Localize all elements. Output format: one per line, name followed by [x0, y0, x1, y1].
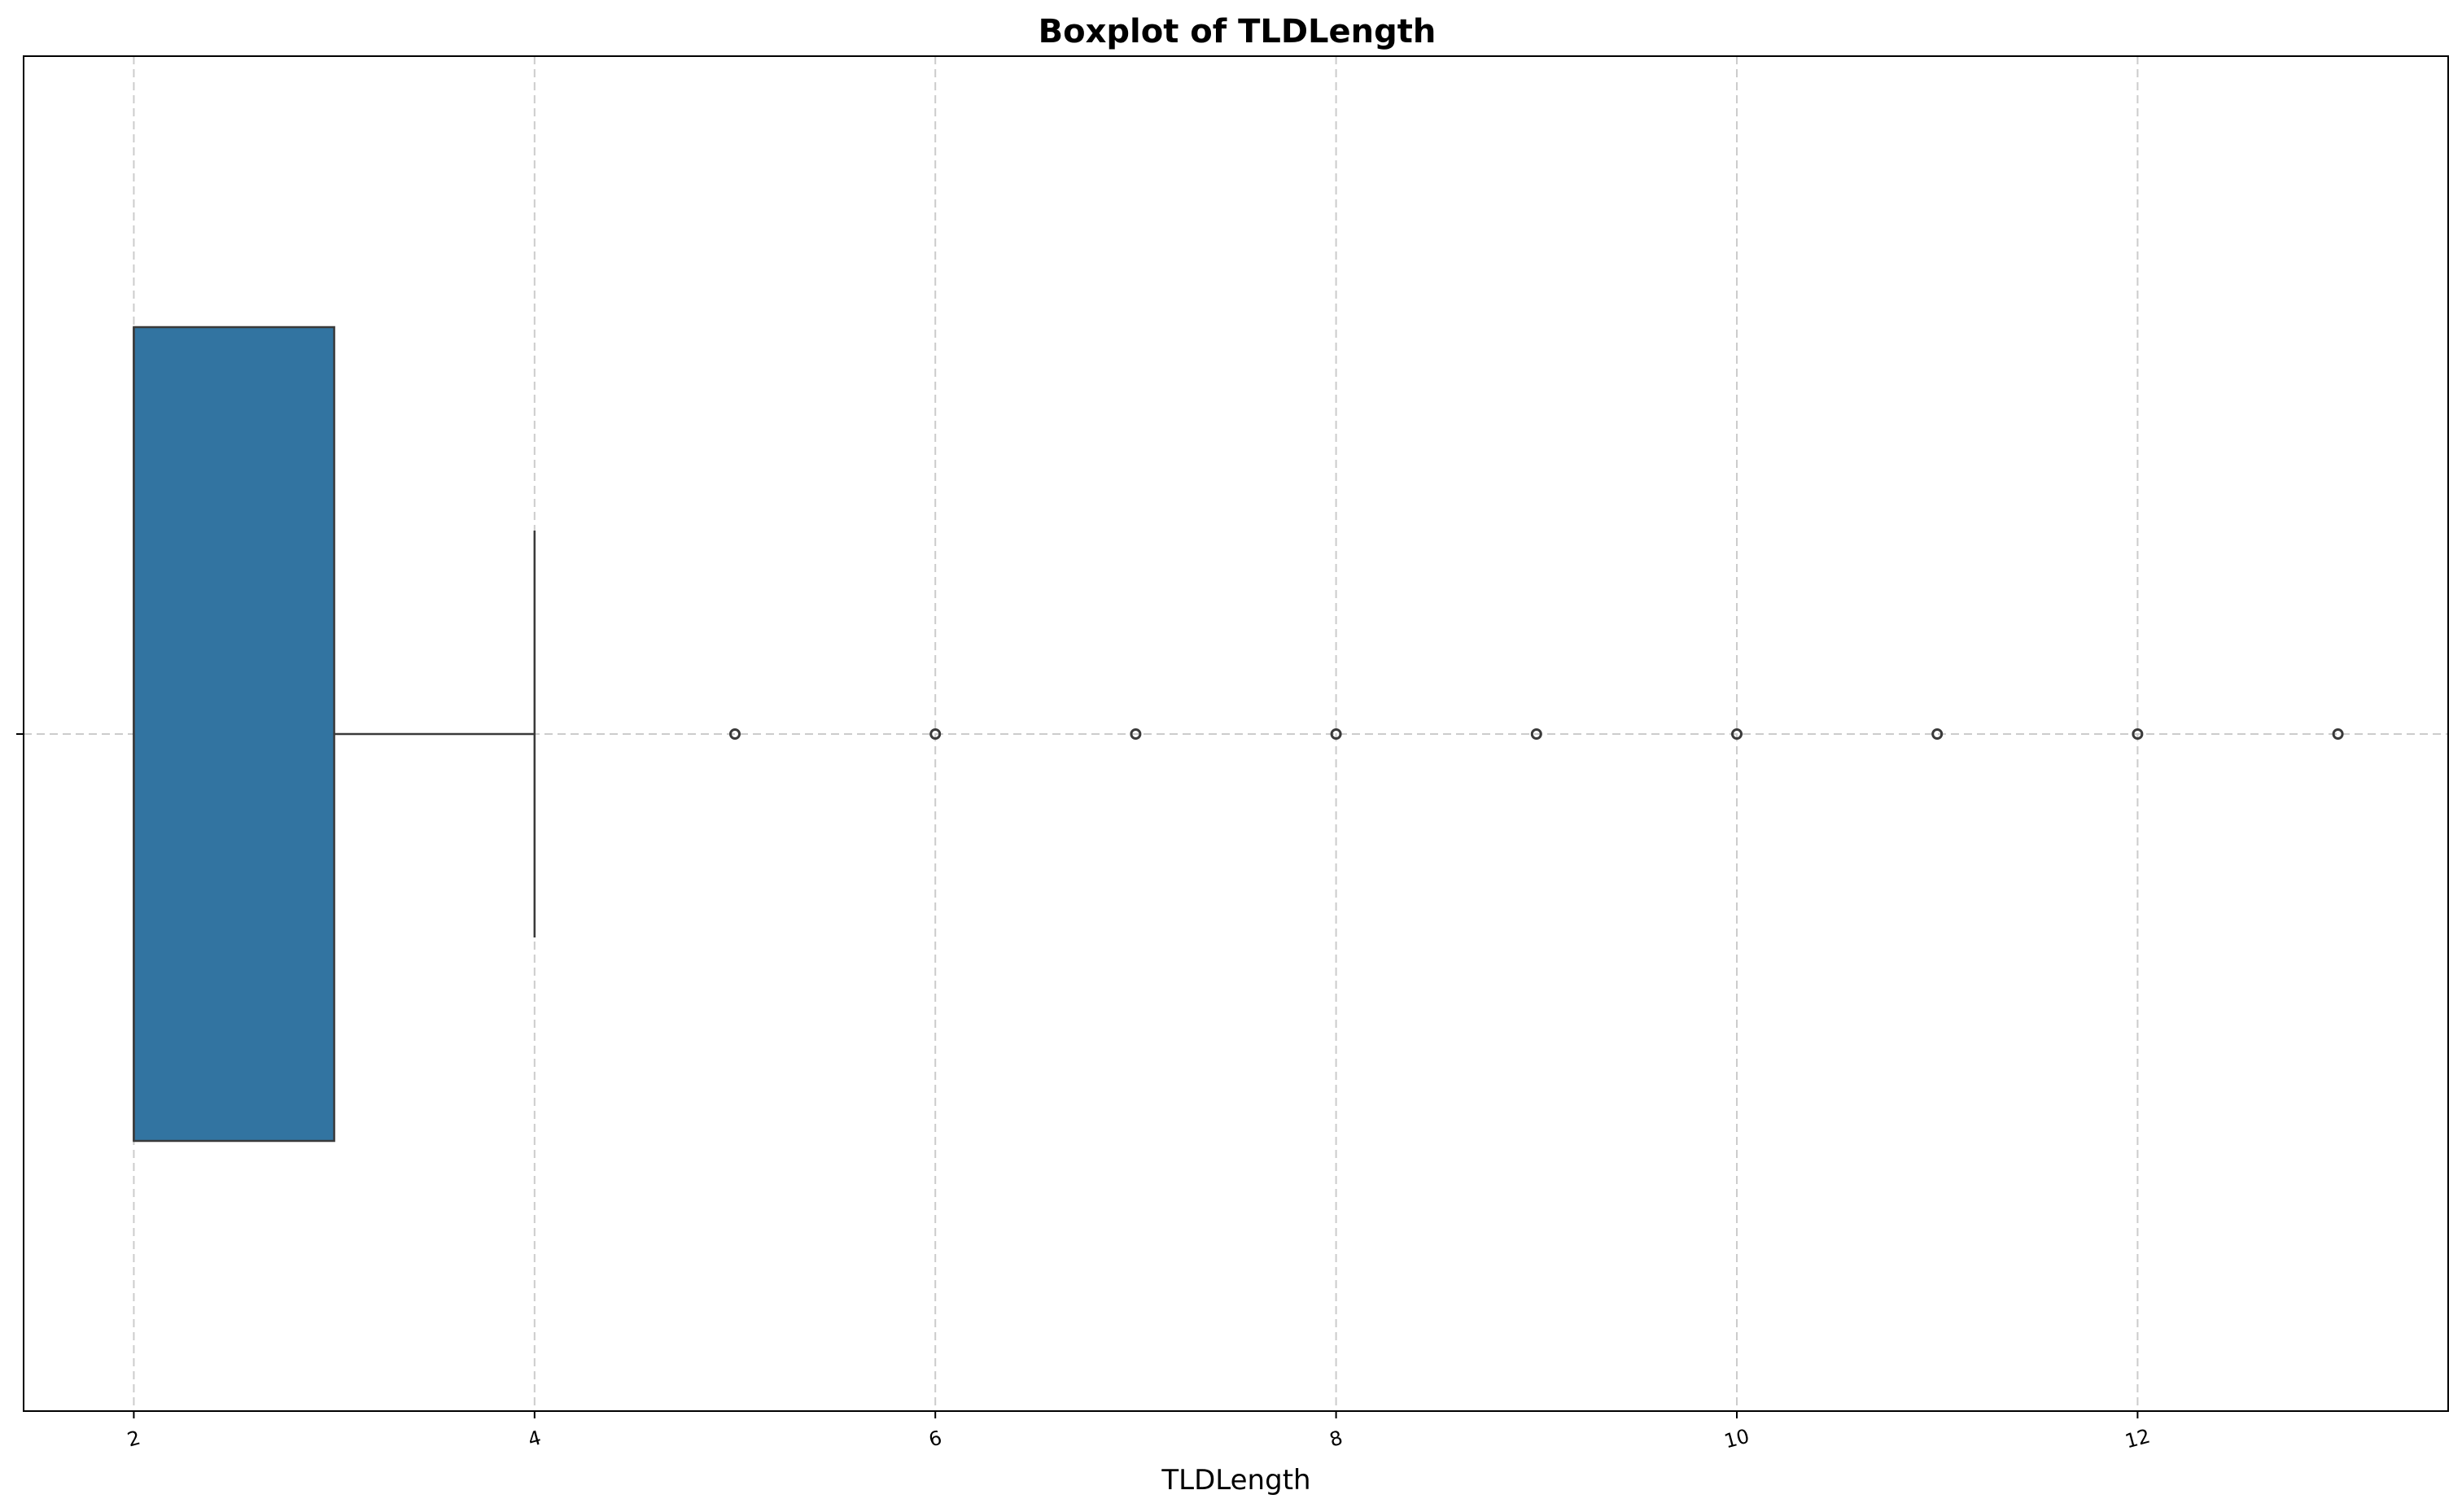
outlier-point: [1530, 728, 1542, 740]
x-axis-label: TLDLength: [1161, 1464, 1310, 1497]
x-tick-label: 6: [926, 1426, 944, 1451]
outlier-point: [1130, 728, 1142, 740]
outlier-point: [2132, 728, 2144, 740]
outlier-point: [1730, 728, 1743, 740]
ticks-layer: 2 4 6 8 10 12: [16, 733, 2153, 1453]
x-tick-label: 2: [125, 1426, 142, 1451]
outlier-point: [929, 728, 942, 740]
outlier-point: [729, 728, 741, 740]
outlier-point: [2332, 728, 2344, 740]
x-tick-label: 4: [526, 1426, 544, 1451]
x-tick-label: 8: [1327, 1426, 1345, 1451]
chart-title: Boxplot of TLDLength: [1039, 13, 1437, 50]
outlier-point: [1330, 728, 1342, 740]
box-iqr: [133, 326, 335, 1143]
marks-layer: [133, 326, 2344, 1143]
outlier-point: [1931, 728, 1944, 740]
